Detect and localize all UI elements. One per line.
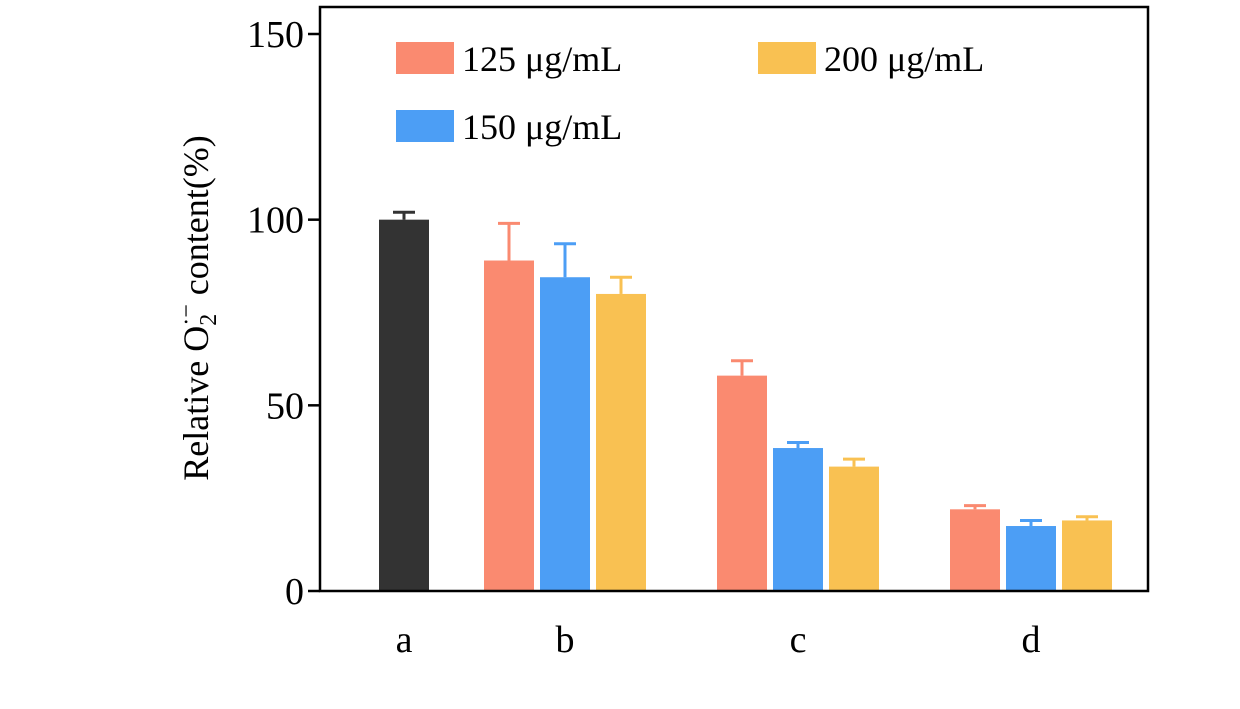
- series2-c-bar: [773, 448, 823, 591]
- series3-b-bar: [596, 293, 646, 591]
- y-axis-title-superscript: ·−: [174, 304, 200, 326]
- series3-d-bar: [1062, 520, 1112, 591]
- legend-label: 125 μg/mL: [462, 39, 622, 79]
- y-tick-label: 100: [247, 200, 304, 242]
- x-tick-label: c: [790, 619, 807, 661]
- series1-d-bar: [950, 509, 1000, 591]
- plot-area: [379, 210, 1112, 591]
- legend-swatch: [396, 110, 454, 142]
- plot-frame: [318, 5, 1150, 593]
- x-tick-label: d: [1022, 619, 1041, 661]
- series2-d-bar: [1006, 526, 1056, 591]
- series1-b-bar: [484, 260, 534, 591]
- series2-b-bar: [540, 277, 590, 591]
- x-tick-label: a: [396, 619, 413, 661]
- series3-c-bar: [829, 466, 879, 591]
- legend: 125 μg/mL 150 μg/mL 200 μg/mL: [396, 39, 984, 147]
- legend-label: 200 μg/mL: [824, 39, 984, 79]
- series1-c-bar: [717, 375, 767, 591]
- y-tick-label: 0: [285, 571, 304, 613]
- x-axis: a b c d: [396, 619, 1041, 661]
- x-tick-label: b: [556, 619, 575, 661]
- control-a-bar: [379, 219, 429, 591]
- legend-label: 150 μg/mL: [462, 107, 622, 147]
- y-axis-title-subscript: 2: [196, 314, 222, 326]
- y-tick-label: 50: [266, 385, 304, 427]
- legend-swatch: [758, 42, 816, 74]
- y-tick-label: 150: [247, 14, 304, 56]
- y-axis: 0 50 100 150: [247, 14, 320, 613]
- y-axis-title: Relative O2·− content(%): [174, 135, 222, 480]
- y-axis-title-prefix: Relative O: [176, 326, 216, 481]
- legend-swatch: [396, 42, 454, 74]
- y-axis-title-suffix: content(%): [176, 135, 216, 304]
